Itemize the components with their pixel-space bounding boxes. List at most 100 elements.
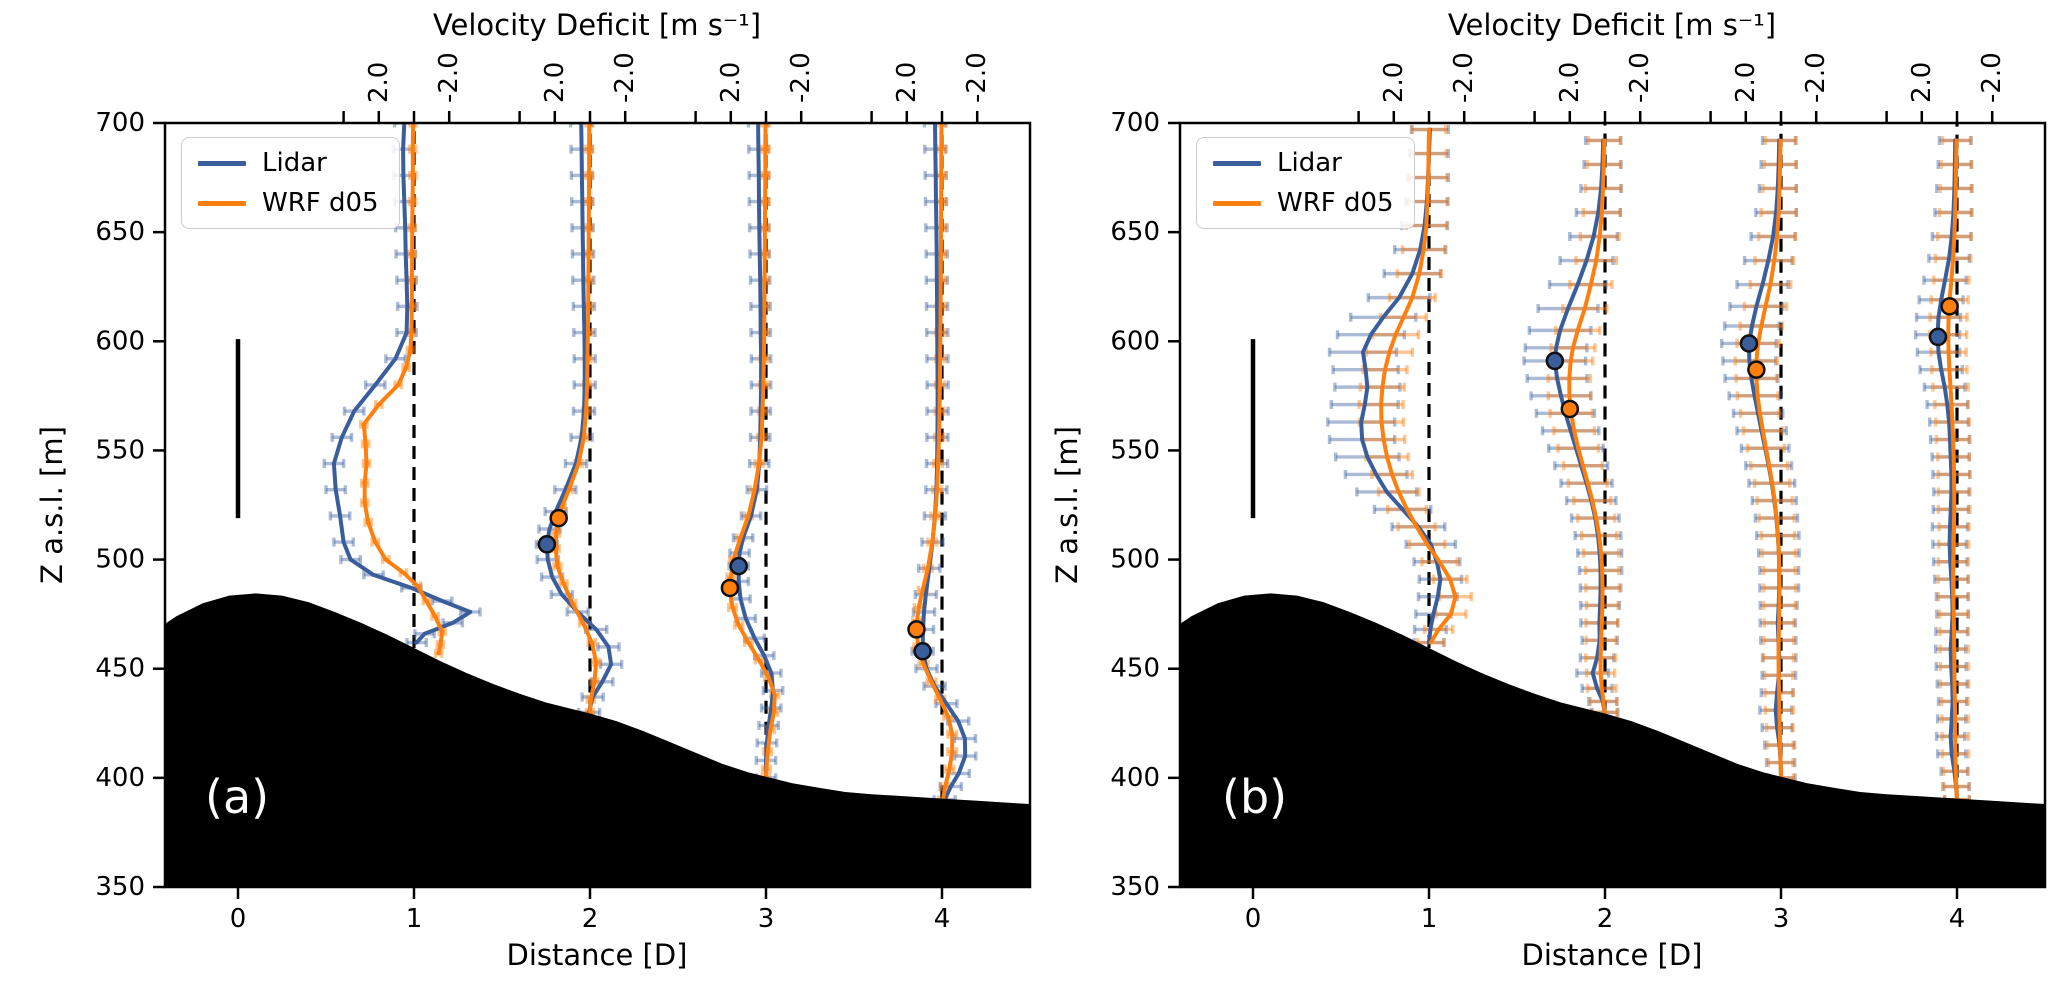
y-tick-label: 500 [95,545,145,575]
wrf-wake-center-marker-d4 [907,620,926,639]
velocity-tick-label: -2.0 [434,52,464,103]
legend-panel-a: Lidar WRF d05 [181,137,400,229]
lidar-wake-center-marker-d3 [1739,334,1759,353]
velocity-tick-label: 2.0 [364,62,394,103]
y-tick-label: 550 [1110,435,1160,465]
x-tick-label: 2 [582,904,599,934]
wrf-line-swatch [198,200,246,206]
y-axis-title-b: Z a.s.l. [m] [1050,426,1084,584]
legend-item-lidar: Lidar [1213,150,1394,176]
legend-item-wrf: WRF d05 [1213,190,1394,216]
x-tick-label: 1 [1421,904,1438,934]
wrf-profile-line-d4 [1946,138,1959,802]
velocity-tick-label: 2.0 [1731,62,1761,103]
velocity-tick-label: 2.0 [892,62,922,103]
axes-spines [163,121,1032,889]
lidar-line-swatch [1213,160,1261,166]
wrf-wake-center-marker-d3 [720,578,740,598]
plot-area [1180,123,2045,887]
velocity-tick-label: 2.0 [1379,62,1409,103]
wrf-wake-center-marker-d3 [1747,360,1766,379]
plot-area [165,123,1030,887]
wrf-wake-center-marker-d2 [1560,399,1580,419]
wrf-profile-line-d2 [1567,138,1607,715]
y-tick-label: 350 [95,872,145,902]
y-tick-label: 700 [95,108,145,138]
y-tick-label: 650 [1110,217,1160,247]
panel-a: 350 400 450 500 550 600 650 700 0 1 2 3 4 2.0 -2.0 2.0 -… [95,52,1032,934]
wrf-wake-center-marker-d2 [549,508,568,528]
velocity-tick-label: 2.0 [716,62,746,103]
legend-panel-b: Lidar WRF d05 [1196,137,1415,229]
x-tick-label: 4 [1949,904,1966,934]
velocity-tick-label: -2.0 [1625,52,1655,103]
wrf-profile-line-d4 [914,123,955,802]
x-tick-label: 1 [406,904,423,934]
legend-label-lidar: Lidar [1277,148,1342,178]
legend-label-lidar: Lidar [262,148,327,178]
wrf-wake-center-marker-d4 [1940,297,1959,316]
lidar-wake-center-marker-d4 [1928,327,1948,347]
y-tick-label: 450 [1110,654,1160,684]
lidar-profile-line-d4 [1935,138,1959,802]
velocity-tick-label: -2.0 [1977,52,2007,103]
wrf-errorbars-d2 [1546,135,1623,717]
velocity-tick-label: -2.0 [786,52,816,103]
x-tick-label: 4 [934,904,951,934]
velocity-tick-label: 2.0 [1907,62,1937,103]
lidar-errorbars-d3 [727,123,785,783]
top-axis-title-a: Velocity Deficit [m s⁻¹] [432,8,762,42]
lidar-line-swatch [198,160,246,166]
y-axis-title-a: Z a.s.l. [m] [35,426,69,584]
y-tick-label: 500 [1110,545,1160,575]
wrf-profile-line-d3 [727,123,777,780]
velocity-tick-label: -2.0 [962,52,992,103]
velocity-tick-label: -2.0 [610,52,640,103]
lidar-wake-center-marker-d2 [1545,351,1565,371]
y-tick-label: 650 [95,217,145,247]
x-tick-label: 0 [1245,904,1262,934]
y-tick-label: 350 [1110,872,1160,902]
lidar-profile-line-d1 [331,123,473,645]
y-tick-label: 600 [95,326,145,356]
y-tick-label: 600 [1110,326,1160,356]
wrf-profile-line-d3 [1754,138,1783,780]
wrf-profile-line-d1 [1379,127,1458,645]
x-tick-label: 0 [230,904,247,934]
panel-b: 350 400 450 500 550 600 650 700 0 1 2 3 4 2.0 -2.0 2.0 -… [1110,52,2047,934]
legend-label-wrf: WRF d05 [262,188,379,218]
legend-item-lidar: Lidar [198,150,379,176]
y-tick-label: 400 [1110,763,1160,793]
x-axis-title-b: Distance [D] [1521,938,1703,972]
terrain-silhouette [165,593,1030,887]
y-tick-label: 450 [95,654,145,684]
top-axis-title-b: Velocity Deficit [m s⁻¹] [1447,8,1777,42]
legend-label-wrf: WRF d05 [1277,188,1394,218]
panel-label-b: (b) [1222,770,1288,824]
wrf-profile-line-d2 [553,123,599,715]
velocity-tick-label: -2.0 [1801,52,1831,103]
y-tick-label: 400 [95,763,145,793]
lidar-wake-center-marker-d3 [729,556,748,576]
x-tick-label: 3 [758,904,775,934]
x-tick-label: 2 [1597,904,1614,934]
velocity-tick-label: 2.0 [540,62,570,103]
axes-spines [1178,121,2047,889]
y-tick-label: 550 [95,435,145,465]
x-tick-label: 3 [1773,904,1790,934]
panel-label-a: (a) [205,770,270,824]
velocity-tick-label: -2.0 [1449,52,1479,103]
wrf-errorbars-d3 [1733,135,1799,783]
lidar-wake-center-marker-d2 [537,535,557,554]
lidar-profile-line-d2 [544,123,614,715]
terrain-silhouette [1180,593,2045,887]
lidar-wake-center-marker-d4 [913,642,932,661]
wrf-profile-line-d1 [361,123,445,656]
lidar-profile-line-d1 [1359,127,1443,645]
lidar-errorbars-d3 [1719,135,1801,783]
y-tick-label: 700 [1110,108,1160,138]
velocity-tick-label: 2.0 [1555,62,1585,103]
legend-item-wrf: WRF d05 [198,190,379,216]
wrf-line-swatch [1213,200,1261,206]
